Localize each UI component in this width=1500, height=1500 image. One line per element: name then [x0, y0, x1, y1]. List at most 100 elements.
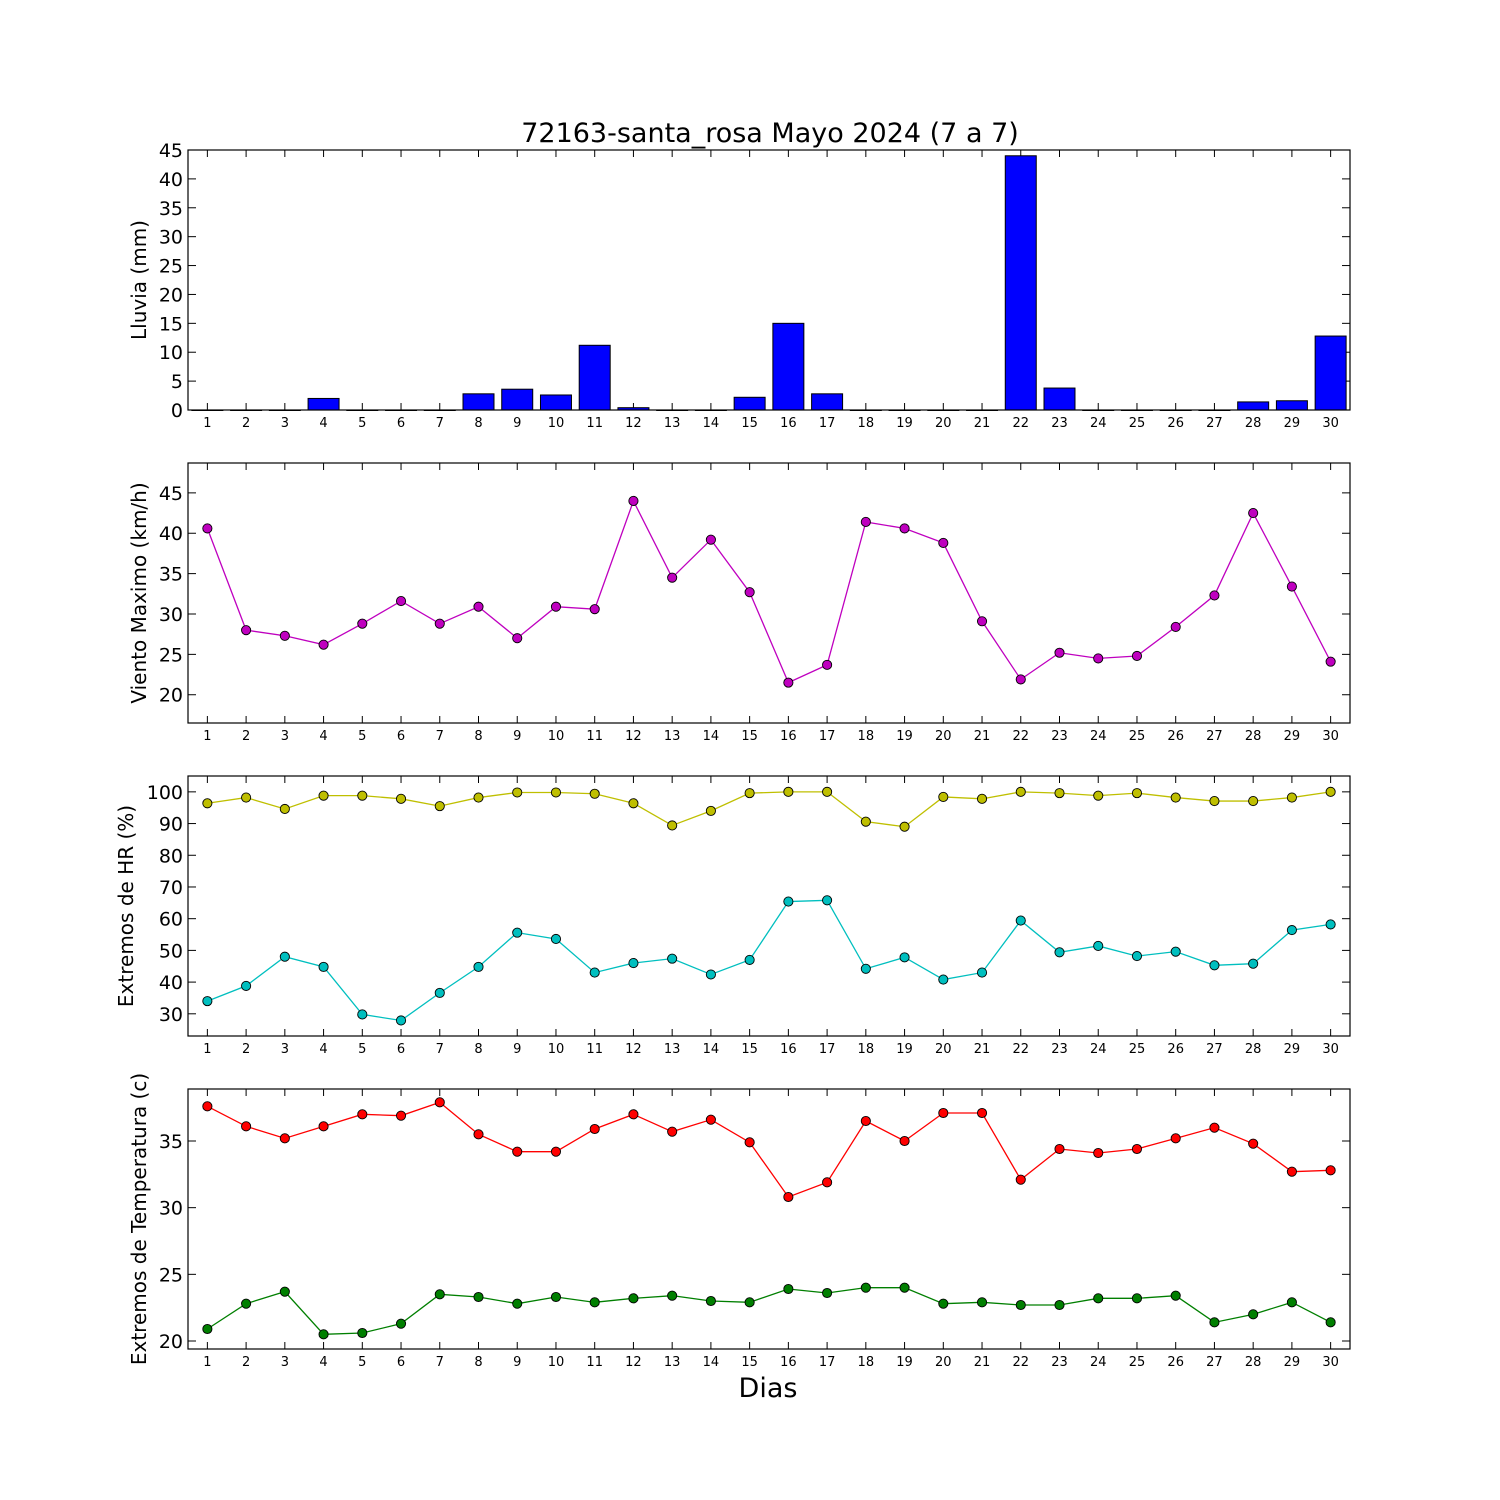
- axes-frame: [187, 775, 1351, 1037]
- x-tick-label: 12: [625, 416, 642, 431]
- y-tick-label: 20: [159, 685, 183, 707]
- x-tick-label: 29: [1284, 1355, 1301, 1370]
- x-tick-label: 30: [1322, 729, 1339, 744]
- data-point: [1131, 1143, 1143, 1155]
- data-point: [589, 967, 600, 978]
- y-tick-label: 30: [159, 1198, 183, 1220]
- x-tick-label: 30: [1322, 1355, 1339, 1370]
- x-tick-label: 25: [1129, 729, 1146, 744]
- x-tick-label: 27: [1206, 416, 1223, 431]
- data-point: [1093, 1293, 1104, 1304]
- data-point: [357, 1009, 368, 1020]
- data-point: [357, 1327, 368, 1339]
- x-tick-label: 7: [436, 1355, 444, 1370]
- x-tick-label: 26: [1167, 729, 1184, 744]
- x-tick-label: 26: [1167, 1042, 1184, 1057]
- data-point: [1325, 919, 1336, 930]
- x-tick-label: 21: [974, 416, 991, 431]
- data-point: [1054, 1299, 1065, 1311]
- x-tick-label: 6: [397, 1042, 405, 1057]
- rain-bar: [462, 393, 495, 411]
- x-tick-label: 21: [974, 729, 991, 744]
- x-tick-label: 23: [1051, 416, 1068, 431]
- data-point: [1170, 792, 1181, 803]
- data-point: [1170, 1290, 1181, 1301]
- data-point: [241, 1298, 252, 1309]
- x-tick-label: 30: [1322, 416, 1339, 431]
- axes-frame: [187, 462, 1351, 724]
- data-point: [1093, 940, 1104, 952]
- data-point: [473, 601, 484, 612]
- data-point: [1248, 958, 1259, 969]
- data-point: [628, 495, 639, 507]
- x-axis-label: Dias: [739, 1373, 798, 1404]
- data-point: [705, 534, 716, 545]
- data-point: [705, 1114, 716, 1125]
- data-point: [1131, 951, 1143, 962]
- data-point: [783, 896, 794, 907]
- data-point: [1248, 1309, 1259, 1320]
- data-point: [550, 787, 562, 798]
- data-point: [976, 616, 988, 627]
- data-point: [1286, 1297, 1297, 1308]
- data-point: [783, 677, 794, 688]
- data-point: [550, 933, 562, 945]
- x-tick-label: 3: [281, 1042, 289, 1057]
- data-point: [512, 633, 523, 644]
- y-tick-label: 0: [171, 400, 183, 422]
- data-point: [744, 1137, 755, 1148]
- data-point: [938, 791, 949, 802]
- data-point: [938, 1107, 949, 1119]
- x-tick-label: 17: [819, 1355, 836, 1370]
- x-tick-label: 29: [1284, 729, 1301, 744]
- y-tick-label: 30: [159, 1004, 183, 1026]
- y-tick-label: 50: [159, 940, 183, 962]
- data-point: [976, 793, 988, 804]
- x-tick-label: 16: [780, 729, 797, 744]
- data-point: [705, 969, 716, 980]
- data-point: [860, 1115, 871, 1127]
- x-tick-label: 17: [819, 416, 836, 431]
- x-tick-label: 25: [1129, 416, 1146, 431]
- x-tick-label: 5: [358, 729, 366, 744]
- y-tick-label: 70: [159, 877, 183, 899]
- data-point: [357, 1109, 368, 1120]
- data-point: [202, 798, 213, 809]
- x-tick-label: 1: [203, 1042, 211, 1057]
- data-point: [667, 572, 678, 583]
- data-point: [1170, 946, 1181, 957]
- data-point: [1170, 621, 1181, 632]
- y-tick-label: 40: [159, 972, 183, 994]
- y-tick-label: 35: [159, 564, 183, 586]
- y-tick-label: 45: [159, 140, 183, 162]
- rain-bar: [578, 344, 611, 411]
- x-tick-label: 25: [1129, 1042, 1146, 1057]
- y-axis-label: Extremos de Temperatura (c): [127, 1073, 151, 1365]
- x-tick-label: 19: [896, 416, 913, 431]
- x-tick-label: 10: [548, 416, 565, 431]
- x-tick-label: 6: [397, 416, 405, 431]
- x-tick-label: 1: [203, 416, 211, 431]
- data-point: [938, 537, 949, 548]
- data-point: [318, 639, 329, 650]
- y-tick-label: 15: [159, 313, 183, 335]
- data-point: [1093, 1147, 1104, 1159]
- data-point: [550, 1146, 562, 1157]
- data-point: [1209, 1317, 1220, 1328]
- rain-bar: [1237, 401, 1270, 411]
- series-line: [207, 1101, 1331, 1198]
- x-tick-label: 26: [1167, 416, 1184, 431]
- data-point: [783, 1283, 794, 1295]
- x-tick-label: 17: [819, 729, 836, 744]
- x-tick-label: 6: [397, 729, 405, 744]
- y-tick-label: 10: [159, 342, 183, 364]
- x-tick-label: 24: [1090, 1355, 1107, 1370]
- data-point: [628, 958, 639, 969]
- x-tick-label: 12: [625, 1042, 642, 1057]
- x-tick-label: 14: [703, 1042, 720, 1057]
- series-line: [206, 499, 1332, 684]
- data-point: [667, 953, 678, 964]
- rain-bar: [1004, 155, 1037, 411]
- x-tick-label: 12: [625, 729, 642, 744]
- y-axis-label: Extremos de HR (%): [114, 805, 138, 1007]
